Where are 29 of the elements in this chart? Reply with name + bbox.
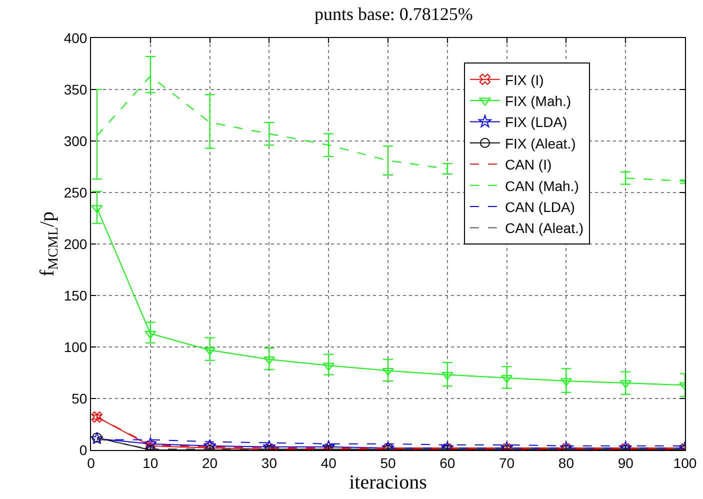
x-tick-label: 10 — [142, 454, 158, 471]
y-tick-label: 200 — [64, 236, 88, 252]
x-axis-title: iteracions — [349, 471, 428, 494]
x-tick-label: 90 — [618, 454, 634, 471]
y-tick-label: 350 — [64, 81, 88, 98]
legend-label: CAN (LDA) — [504, 198, 575, 215]
y-tick-label: 100 — [64, 338, 88, 355]
legend-label: FIX (LDA) — [504, 114, 568, 130]
legend-label: CAN (I) — [504, 156, 552, 173]
legend-label: CAN (Aleat.) — [504, 220, 584, 236]
x-tick-label: 80 — [558, 454, 574, 471]
legend-label: FIX (I) — [504, 72, 544, 88]
y-tick-label: 150 — [64, 287, 88, 304]
legend-label: FIX (Mah.) — [504, 92, 572, 109]
x-tick-label: 50 — [380, 454, 396, 471]
y-tick-label: 250 — [64, 184, 88, 200]
legend-label: FIX (Aleat.) — [504, 135, 576, 152]
x-tick-label: 20 — [202, 454, 218, 471]
y-tick-label: 50 — [72, 390, 88, 406]
chart-title: punts base: 0.78125% — [314, 4, 473, 24]
y-tick-label: 300 — [64, 132, 88, 149]
y-tick-label: 400 — [64, 30, 88, 46]
x-tick-label: 100 — [673, 454, 697, 471]
x-tick-label: 40 — [320, 454, 337, 471]
x-tick-label: 30 — [261, 454, 278, 471]
legend-label: CAN (Mah.) — [504, 178, 579, 194]
y-tick-label: 0 — [79, 442, 88, 458]
x-tick-label: 70 — [499, 454, 515, 471]
x-tick-label: 60 — [440, 454, 456, 471]
